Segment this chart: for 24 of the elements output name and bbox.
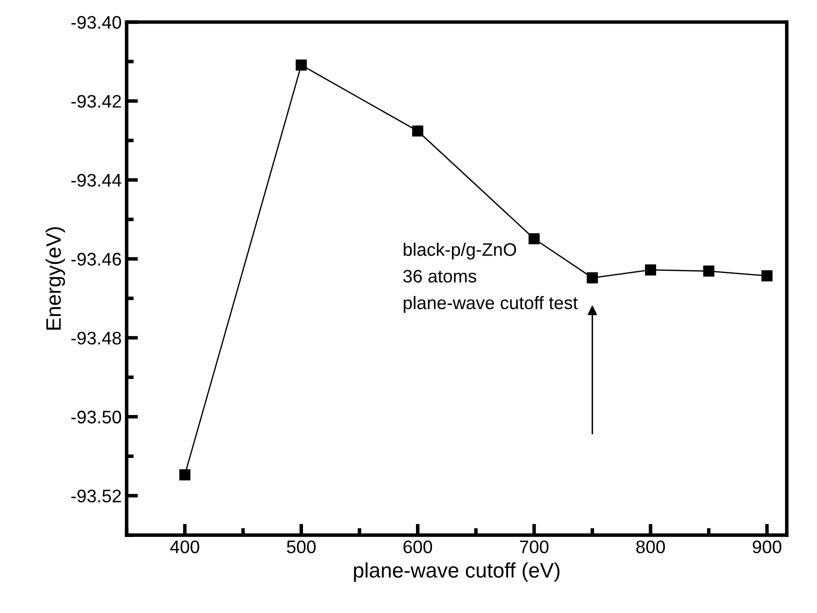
annotation: black-p/g-ZnO 36 atoms plane-wave cutoff test xyxy=(403,242,578,313)
point xyxy=(296,60,307,71)
y-tick-label: -93.46 xyxy=(71,252,121,266)
point xyxy=(703,266,714,277)
point xyxy=(528,233,540,244)
x-tick-label: 700 xyxy=(520,540,548,554)
x-tick-label: 800 xyxy=(636,540,665,554)
x-tick-label: 600 xyxy=(404,540,432,554)
x-tick-label: 400 xyxy=(170,540,200,554)
point xyxy=(644,264,656,276)
y-tick-label: -93.52 xyxy=(71,490,121,502)
point xyxy=(761,270,773,282)
y-tick-label: -93.44 xyxy=(71,174,122,187)
y-tick-label: -93.50 xyxy=(71,410,122,424)
x-axis-title: plane-wave cutoff (eV) xyxy=(354,562,560,582)
x-tick-label: 900 xyxy=(752,540,782,554)
y-tick-label: -93.48 xyxy=(71,332,121,345)
point xyxy=(412,125,424,137)
y-tick-label: -93.42 xyxy=(71,94,121,108)
y-axis-title: Energy(eV) xyxy=(46,227,66,330)
point xyxy=(179,469,190,480)
y-tick-label: -93.40 xyxy=(71,16,122,29)
x-tick-label: 500 xyxy=(286,540,316,554)
point xyxy=(586,272,598,284)
